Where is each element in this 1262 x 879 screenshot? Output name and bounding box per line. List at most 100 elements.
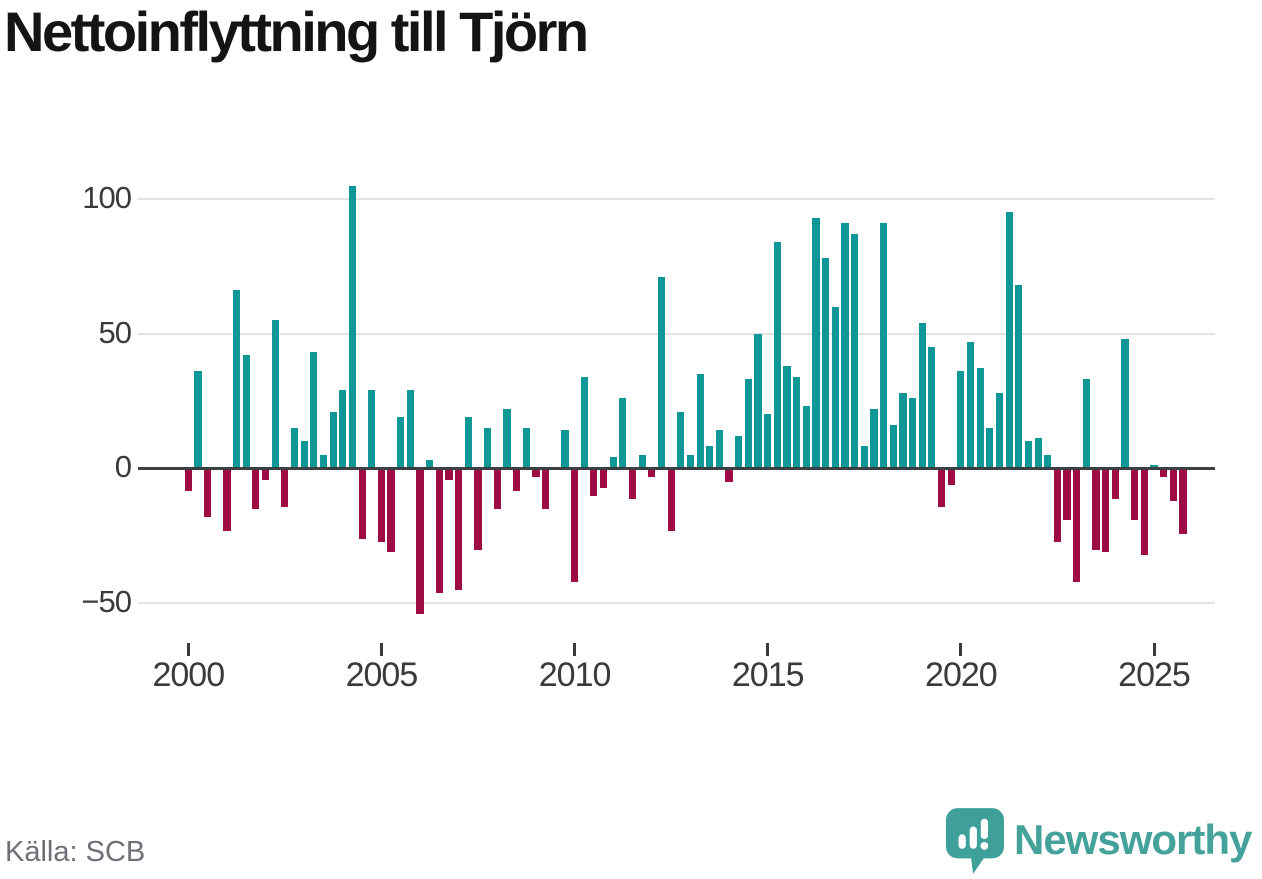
bar-2018-Q3 <box>899 392 907 469</box>
bar-2019-Q1 <box>918 322 926 469</box>
bar-2002-Q2 <box>271 320 279 469</box>
bar-2016-Q2 <box>812 217 820 469</box>
bar-2018-Q2 <box>889 424 897 469</box>
bar-2010-Q3 <box>590 468 598 496</box>
bar-2021-Q1 <box>995 392 1004 469</box>
bar-2010-Q2 <box>580 376 588 469</box>
bar-2008-Q3 <box>513 468 521 491</box>
bar-2008-Q1 <box>493 468 501 510</box>
bar-2023-Q2 <box>1082 379 1090 469</box>
gridline-y-100 <box>138 198 1215 200</box>
bar-2007-Q4 <box>484 427 492 469</box>
x-axis-label-2005: 2005 <box>345 656 419 694</box>
brand-name: Newsworthy <box>1014 815 1252 863</box>
bar-2013-Q1 <box>686 454 695 469</box>
bar-2016-Q3 <box>822 258 830 469</box>
bar-2003-Q1 <box>300 441 308 469</box>
source-label: Källa: SCB <box>5 836 146 868</box>
bar-2001-Q3 <box>242 355 250 469</box>
bar-2012-Q4 <box>677 411 685 469</box>
bar-2004-Q4 <box>368 389 376 469</box>
bar-2023-Q1 <box>1073 468 1081 582</box>
bar-2017-Q1 <box>841 223 849 469</box>
x-axis-label-2020: 2020 <box>925 656 998 694</box>
bar-2006-Q1 <box>416 468 424 615</box>
bar-2021-Q3 <box>1015 285 1023 469</box>
gridline-y--50 <box>138 601 1215 604</box>
bar-2001-Q2 <box>232 290 241 469</box>
bar-2017-Q2 <box>851 233 859 469</box>
bar-2021-Q2 <box>1005 212 1013 469</box>
bar-2011-Q4 <box>638 454 646 469</box>
bar-2014-Q3 <box>744 379 752 469</box>
bar-2001-Q4 <box>252 468 260 510</box>
bar-2019-Q4 <box>947 468 955 486</box>
bar-2019-Q2 <box>928 346 936 469</box>
bar-2002-Q1 <box>261 468 270 480</box>
bar-2023-Q3 <box>1092 468 1100 550</box>
x-tick-2015 <box>766 643 770 656</box>
bar-2019-Q3 <box>937 468 946 507</box>
bar-2022-Q4 <box>1063 468 1071 521</box>
bar-2005-Q2 <box>387 468 395 553</box>
x-tick-2020 <box>959 643 963 656</box>
bar-2002-Q3 <box>281 468 289 507</box>
bar-2024-Q3 <box>1131 468 1139 521</box>
x-tick-2000 <box>186 643 190 656</box>
bar-2025-Q3 <box>1169 468 1177 502</box>
bar-2012-Q3 <box>667 468 675 531</box>
gridline-y-50 <box>138 332 1215 335</box>
bar-2016-Q1 <box>802 406 810 469</box>
x-axis-label-2010: 2010 <box>538 656 612 694</box>
bar-2011-Q3 <box>628 468 637 499</box>
bar-2017-Q3 <box>860 446 868 469</box>
bar-2025-Q2 <box>1160 468 1168 478</box>
x-axis-label-2000: 2000 <box>152 656 225 694</box>
y-axis-label: 50 <box>98 314 132 350</box>
bar-2012-Q2 <box>657 277 666 469</box>
bar-2003-Q4 <box>329 411 337 469</box>
bar-2003-Q3 <box>319 454 328 469</box>
x-axis-label-2015: 2015 <box>731 656 805 694</box>
bar-2013-Q4 <box>715 430 724 469</box>
bar-2015-Q2 <box>773 242 781 469</box>
bar-2005-Q1 <box>377 468 386 542</box>
bar-2000-Q2 <box>194 371 202 469</box>
x-tick-2010 <box>573 643 577 656</box>
bar-2007-Q2 <box>464 416 472 469</box>
chart-title: Nettoinflyttning till Tjörn <box>4 0 589 63</box>
bar-2022-Q3 <box>1053 468 1062 542</box>
bar-2010-Q1 <box>570 468 579 582</box>
bar-2008-Q4 <box>522 427 530 469</box>
x-axis-line <box>138 466 1215 470</box>
bar-2013-Q3 <box>706 446 714 469</box>
bar-2011-Q2 <box>619 398 627 469</box>
bar-2013-Q2 <box>696 373 704 469</box>
bar-2000-Q3 <box>204 468 212 518</box>
bar-2009-Q2 <box>542 468 550 510</box>
bar-2017-Q4 <box>870 408 878 469</box>
bar-2006-Q3 <box>435 468 443 593</box>
bar-2009-Q1 <box>532 468 540 478</box>
y-axis-label: −50 <box>81 583 132 619</box>
bar-2025-Q4 <box>1179 468 1187 534</box>
bar-2014-Q1 <box>725 468 733 483</box>
bar-2022-Q2 <box>1044 454 1052 469</box>
bar-2014-Q4 <box>754 333 762 469</box>
bar-2003-Q2 <box>310 352 318 469</box>
bar-2007-Q1 <box>455 468 463 591</box>
bar-2018-Q4 <box>908 398 917 469</box>
x-axis-label-2025: 2025 <box>1118 656 1191 694</box>
bar-2004-Q3 <box>358 468 366 539</box>
bar-2023-Q4 <box>1102 468 1110 553</box>
bar-2006-Q2 <box>426 459 434 469</box>
bar-2016-Q4 <box>831 306 839 469</box>
bar-2012-Q1 <box>648 468 656 478</box>
newsworthy-logo: Newsworthy <box>946 808 1252 879</box>
y-axis-label: 0 <box>114 449 132 484</box>
bar-2015-Q1 <box>764 414 772 469</box>
bar-2020-Q4 <box>986 427 994 469</box>
bar-2007-Q3 <box>474 468 482 550</box>
bar-2015-Q4 <box>793 376 801 469</box>
